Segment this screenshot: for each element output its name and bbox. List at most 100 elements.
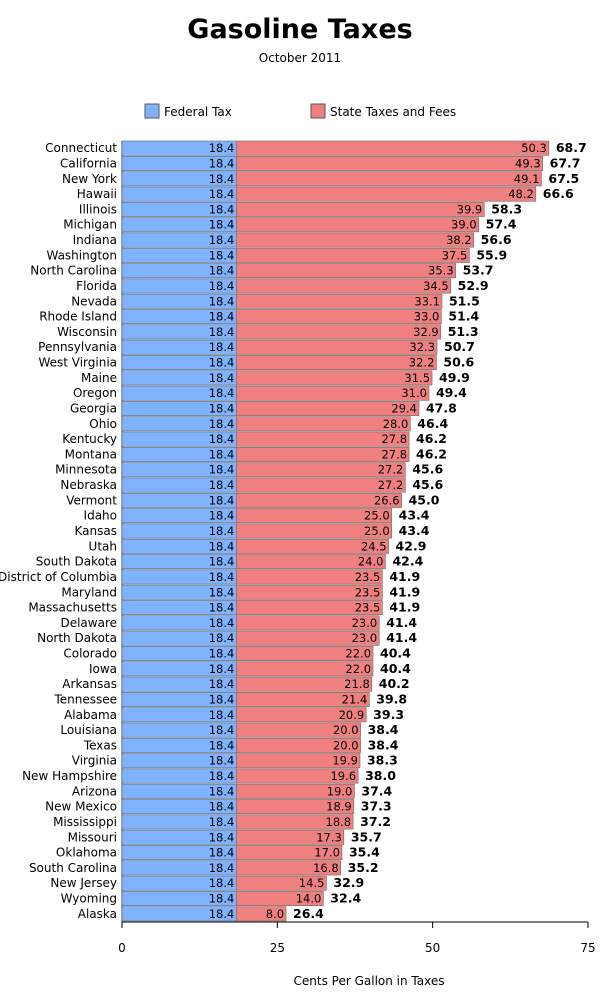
data-label-state: 25.0 [364,509,390,523]
data-label-total: 52.9 [458,278,489,293]
bar-state [236,339,438,355]
data-label-federal: 18.4 [209,463,235,477]
chart-subtitle: October 2011 [258,51,342,65]
data-label-state: 39.9 [457,202,483,216]
category-label: Kentucky [62,432,117,446]
category-label: Connecticut [45,141,117,155]
data-label-federal: 18.4 [209,202,235,216]
data-label-state: 23.0 [352,631,378,645]
data-label-state: 22.0 [345,662,371,676]
bar-state [236,217,479,233]
category-label: Rhode Island [39,310,117,324]
bar-state [236,355,437,371]
data-label-state: 20.9 [339,708,365,722]
data-label-federal: 18.4 [209,861,235,875]
bar-state [236,446,410,462]
data-label-state: 25.0 [364,524,390,538]
category-label: West Virginia [38,356,117,370]
bar-state [236,523,392,539]
data-label-total: 58.3 [491,201,522,216]
bar-state [236,538,389,554]
data-label-federal: 18.4 [209,478,235,492]
category-label: Florida [76,279,117,293]
chart-title: Gasoline Taxes [187,14,413,45]
data-label-total: 35.4 [349,845,380,860]
data-label-total: 38.3 [367,753,398,768]
data-label-state: 38.2 [446,233,472,247]
data-label-total: 40.2 [379,676,410,691]
data-label-state: 50.3 [521,141,547,155]
data-label-total: 41.9 [389,584,420,599]
data-label-total: 41.4 [386,615,417,630]
bar-state [236,860,342,876]
data-label-federal: 18.4 [209,447,235,461]
data-label-federal: 18.4 [209,677,235,691]
bar-state [236,600,383,616]
bar-state [236,140,550,156]
data-label-total: 51.3 [448,324,479,339]
data-label-federal: 18.4 [209,432,235,446]
category-label: Virginia [72,754,117,768]
data-label-state: 31.5 [404,371,430,385]
data-label-total: 40.4 [380,661,411,676]
bar-state [236,753,361,769]
data-label-federal: 18.4 [209,907,235,921]
data-label-federal: 18.4 [209,310,235,324]
data-label-state: 37.5 [442,248,468,262]
category-label: Massachusetts [28,601,117,615]
bar-state [236,722,361,738]
data-label-federal: 18.4 [209,156,235,170]
data-label-federal: 18.4 [209,187,235,201]
bar-state [236,799,355,815]
category-label: New Mexico [45,800,117,814]
data-label-state: 23.5 [355,601,381,615]
data-label-total: 40.4 [380,646,411,661]
data-label-federal: 18.4 [209,662,235,676]
data-label-federal: 18.4 [209,172,235,186]
data-label-state: 21.8 [344,677,370,691]
data-label-total: 45.6 [412,477,443,492]
data-label-total: 41.9 [389,600,420,615]
category-label: Colorado [63,647,117,661]
data-label-state: 20.0 [333,738,359,752]
data-label-state: 33.1 [414,294,440,308]
category-label: Alabama [64,708,117,722]
bar-state [236,186,537,202]
category-label: Illinois [79,202,117,216]
data-label-state: 22.0 [345,647,371,661]
category-label: Wisconsin [57,325,117,339]
data-label-state: 32.9 [413,325,439,339]
category-label: Minnesota [55,463,117,477]
data-label-state: 33.0 [414,310,440,324]
data-label-total: 41.4 [386,630,417,645]
category-label: Ohio [89,417,117,431]
bar-state [236,737,361,753]
data-label-federal: 18.4 [209,555,235,569]
category-label: North Carolina [30,264,117,278]
data-label-federal: 18.4 [209,509,235,523]
data-label-federal: 18.4 [209,616,235,630]
data-label-total: 67.7 [550,155,581,170]
bar-state [236,630,380,646]
legend-label-1: Federal Tax [164,105,232,119]
bar-state [236,263,456,279]
category-label: New Hampshire [22,769,117,783]
data-label-total: 51.4 [448,309,479,324]
category-label: Texas [83,738,117,752]
data-label-federal: 18.4 [209,585,235,599]
bar-state [236,232,474,248]
category-label: Michigan [63,218,117,232]
bar-state [236,477,406,493]
data-label-federal: 18.4 [209,340,235,354]
bar-state [236,492,402,508]
data-label-federal: 18.4 [209,218,235,232]
data-label-total: 50.7 [444,339,475,354]
category-label: Wyoming [61,892,117,906]
data-label-state: 27.2 [378,463,404,477]
data-label-federal: 18.4 [209,356,235,370]
data-label-federal: 18.4 [209,631,235,645]
data-label-state: 34.5 [423,279,449,293]
bar-state [236,293,443,309]
data-label-total: 66.6 [543,186,574,201]
data-label-total: 35.2 [348,860,379,875]
